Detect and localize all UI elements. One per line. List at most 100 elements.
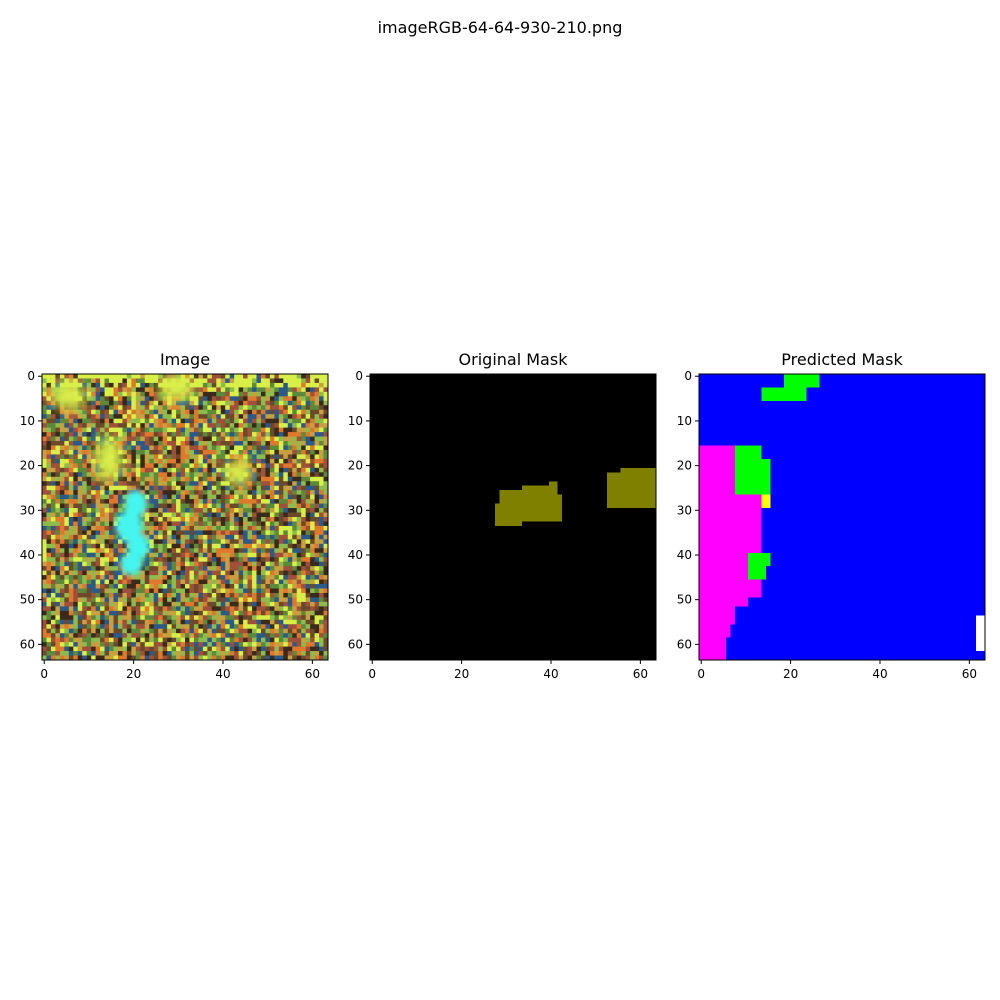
image-pixel [180, 610, 186, 616]
image-pixel [82, 449, 88, 456]
image-pixel [144, 570, 150, 576]
image-pixel [158, 561, 164, 567]
image-pixel [269, 396, 275, 402]
image-pixel [202, 566, 208, 572]
image-pixel [153, 400, 159, 406]
image-pixel [310, 548, 316, 554]
image-pixel [55, 557, 61, 563]
image-pixel [73, 642, 79, 648]
image-pixel [189, 646, 195, 652]
image-pixel [68, 525, 74, 532]
image-pixel [109, 642, 115, 648]
image-pixel [207, 566, 213, 572]
image-pixel [234, 592, 240, 599]
image-pixel [140, 458, 146, 464]
image-pixel [162, 476, 168, 482]
image-pixel [167, 400, 173, 406]
image-pixel [91, 557, 97, 563]
image-pixel [229, 588, 235, 594]
image-pixel [171, 655, 177, 660]
image-pixel [287, 423, 293, 429]
image-pixel [185, 592, 191, 599]
image-pixel [189, 436, 195, 442]
image-pixel [301, 414, 307, 420]
image-pixel [202, 530, 208, 536]
y-tick-label: 30 [20, 503, 35, 517]
image-pixel [310, 628, 316, 634]
image-pixel [247, 405, 253, 411]
image-pixel [59, 494, 65, 500]
image-pixel [229, 436, 235, 442]
image-pixel [64, 521, 70, 527]
image-pixel [135, 463, 141, 469]
image-pixel [202, 579, 208, 585]
image-pixel [216, 499, 222, 505]
image-pixel [55, 494, 61, 500]
image-pixel [287, 601, 293, 607]
image-pixel [91, 633, 97, 639]
image-pixel [104, 374, 110, 380]
image-pixel [296, 485, 302, 491]
image-pixel [278, 552, 284, 558]
image-pixel [59, 454, 65, 460]
image-pixel [260, 490, 267, 496]
image-pixel [243, 592, 249, 599]
mask-region [620, 467, 656, 509]
image-pixel [211, 400, 217, 406]
image-pixel [287, 414, 293, 420]
image-pixel [46, 427, 52, 433]
image-pixel [144, 458, 150, 464]
image-pixel [252, 508, 258, 514]
image-pixel [171, 610, 177, 616]
image-pixel [202, 584, 208, 590]
image-pixel [247, 374, 253, 380]
image-pixel [95, 642, 101, 648]
image-pixel [287, 374, 293, 380]
image-pixel [211, 458, 217, 464]
image-pixel [189, 597, 195, 603]
image-pixel [68, 601, 74, 607]
image-pixel [283, 521, 289, 527]
image-pixel [46, 374, 52, 380]
image-pixel [144, 512, 150, 518]
image-pixel [283, 445, 289, 451]
image-pixel [42, 579, 48, 585]
image-pixel [243, 517, 249, 523]
image-pixel [185, 454, 191, 460]
image-pixel [198, 566, 204, 572]
image-pixel [117, 570, 124, 576]
image-pixel [296, 494, 302, 500]
image-pixel [323, 637, 328, 643]
image-pixel [162, 436, 168, 442]
image-pixel [73, 575, 79, 581]
image-pixel [158, 584, 164, 590]
image-pixel [256, 642, 262, 648]
image-pixel [292, 463, 298, 469]
image-pixel [77, 601, 83, 607]
image-pixel [82, 382, 88, 389]
image-pixel [247, 476, 253, 482]
image-pixel [296, 481, 302, 487]
image-pixel [319, 619, 325, 625]
image-pixel [278, 512, 284, 518]
image-pixel [198, 427, 204, 433]
image-pixel [109, 584, 115, 590]
image-pixel [91, 374, 97, 380]
image-pixel [301, 521, 307, 527]
image-pixel [73, 441, 79, 447]
image-pixel [131, 619, 137, 625]
image-pixel [64, 534, 70, 540]
image-pixel [167, 552, 173, 558]
image-pixel [104, 418, 110, 424]
image-pixel [216, 454, 222, 460]
image-pixel [189, 423, 195, 429]
image-pixel [256, 400, 262, 406]
image-pixel [234, 499, 240, 505]
image-pixel [73, 566, 79, 572]
image-pixel [256, 597, 262, 603]
image-pixel [319, 499, 325, 505]
image-pixel [260, 530, 267, 536]
image-pixel [260, 633, 267, 639]
image-pixel [91, 387, 97, 393]
image-pixel [211, 508, 217, 514]
